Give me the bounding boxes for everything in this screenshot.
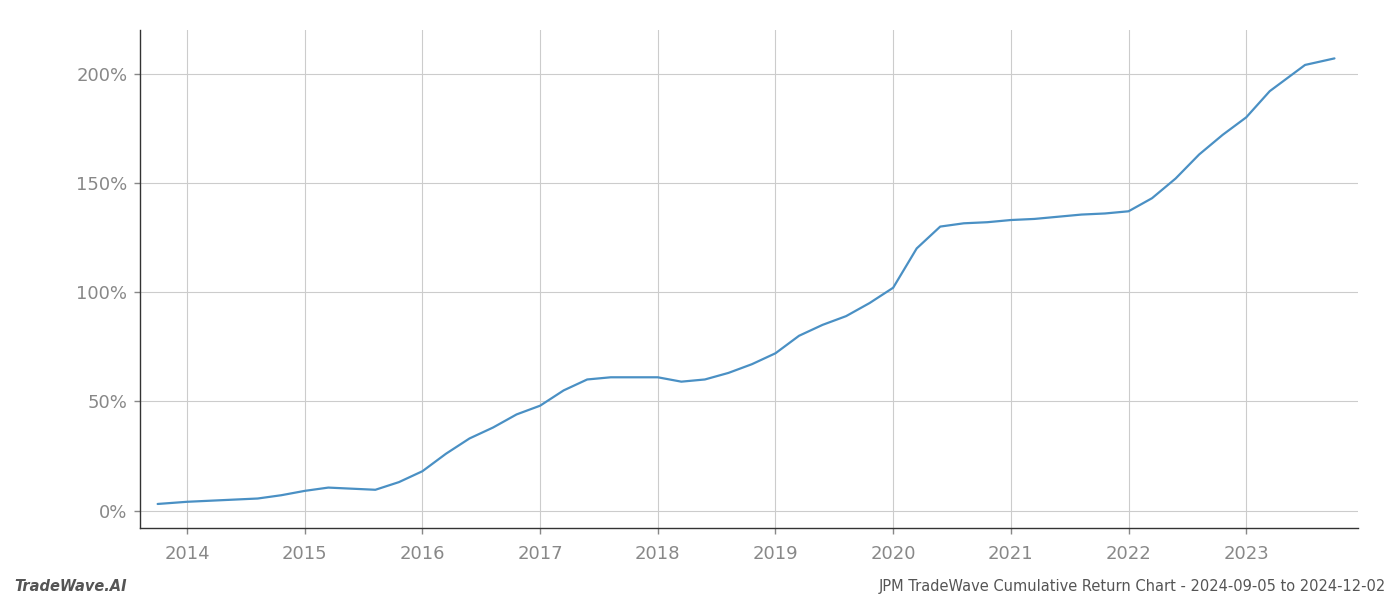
Text: JPM TradeWave Cumulative Return Chart - 2024-09-05 to 2024-12-02: JPM TradeWave Cumulative Return Chart - … xyxy=(879,579,1386,594)
Text: TradeWave.AI: TradeWave.AI xyxy=(14,579,126,594)
